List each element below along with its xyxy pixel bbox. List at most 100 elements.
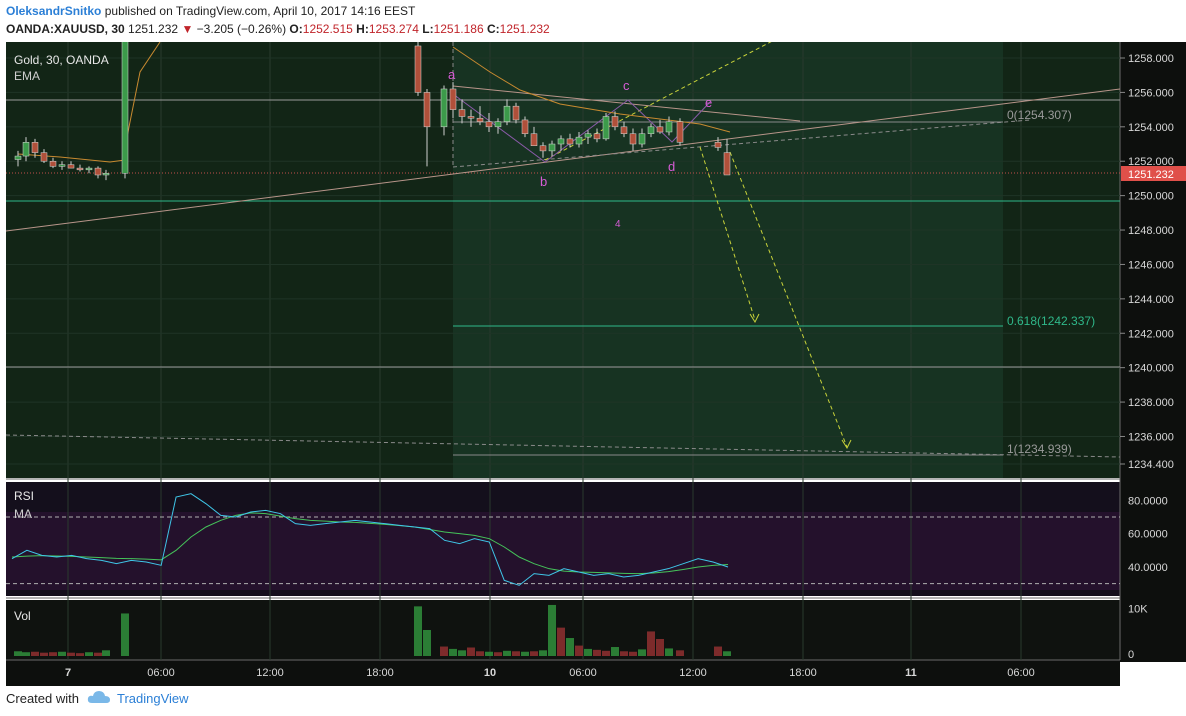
candle-body [503,105,511,122]
price-change: −3.205 (−0.26%) [196,22,287,36]
candle-body [76,167,84,171]
candle-body [121,42,129,174]
price-tick-label: 1236.000 [1128,431,1174,443]
candle-body [665,121,673,133]
label-a: a [448,67,456,82]
projection-arrow-1[interactable] [699,146,756,321]
rsi-ma-legend: MA [14,507,32,521]
volume-bar [620,651,628,656]
candle-body [676,121,684,143]
rsi-ma-line [11,512,729,575]
candle-body [611,116,619,128]
volume-bar [611,647,619,656]
publish-header: OleksandrSnitko published on TradingView… [6,4,415,18]
candle-body [656,126,664,133]
author-link[interactable]: OleksandrSnitko [6,4,102,18]
candle-body [40,152,48,162]
label-c: c [623,78,630,93]
candle-body [530,133,538,146]
ema-line [124,42,161,148]
trendline-falling[interactable] [452,85,801,122]
volume-bar [423,630,431,656]
candle-body [557,138,565,145]
rsi-tick-label: 40.0000 [1128,562,1168,574]
time-tick-label: 06:00 [1007,667,1035,679]
label-e: e [705,95,712,110]
price-axis[interactable] [1120,42,1186,662]
candle-body [423,92,431,128]
price-tick-label: 1252.000 [1128,156,1174,168]
tradingview-link[interactable]: TradingView [116,691,189,706]
ohlc-h: 1253.274 [368,22,419,36]
price-tick-label: 1238.000 [1128,397,1174,409]
volume-bar [440,646,448,656]
tradingview-cloud-icon[interactable] [87,690,111,707]
current-price-badge [1121,166,1186,181]
rsi-band [6,512,1120,590]
projection-upper[interactable] [544,42,780,161]
candle-body [414,45,422,93]
last-price: 1251.232 [128,22,179,36]
candle-body [512,105,520,121]
vol-tick-label: 0 [1128,649,1134,661]
chart-canvas[interactable]: 1258.000 1256.000 1254.000 1252.000 1250.000… [0,42,1186,686]
price-tick-label: 1242.000 [1128,328,1174,340]
volume-bar [414,606,422,656]
rsi-tick-label: 80.0000 [1128,495,1168,507]
symbol-name[interactable]: OANDA:XAUUSD, 30 [6,22,125,36]
candle-body [629,133,637,145]
volume-bar [85,652,93,656]
price-tick-label: 1248.000 [1128,225,1174,237]
dashed-base-line[interactable] [5,434,1121,458]
volume-bar [102,650,110,656]
price-tick-label: 1240.000 [1128,363,1174,375]
volume-bar [31,651,39,656]
volume-bar [121,613,129,656]
projection-arrow-2[interactable] [729,151,848,448]
ema-line [17,153,126,163]
candle-body [584,133,592,138]
volume-bar [67,652,75,656]
volume-bar [485,651,493,656]
candle-body [485,121,493,128]
time-tick-label: 7 [65,667,71,679]
ema-legend: EMA [14,69,40,83]
volume-bar [40,652,48,656]
fib-0-label: 0(1254.307) [1007,108,1072,122]
time-axis[interactable] [6,660,1120,686]
label-d: d [668,159,675,174]
candle-body [593,133,601,140]
candle-body [458,109,466,117]
ohlc-l: 1251.186 [433,22,484,36]
ohlc-o-label: O: [289,22,303,36]
fib-618-label: 0.618(1242.337) [1007,314,1095,328]
volume-bar [638,649,646,656]
volume-bar [530,651,538,656]
rsi-legend: RSI [14,489,34,503]
candle-body [49,160,57,167]
ohlc-l-label: L: [422,22,434,36]
volume-bar [14,651,22,656]
price-tick-label: 1246.000 [1128,259,1174,271]
vol-tick-label: 10K [1128,604,1148,616]
candle-body [94,167,102,176]
candle-body [449,88,457,110]
candle-body [14,155,22,160]
price-tick-label: 1256.000 [1128,87,1174,99]
abcde-pattern[interactable] [452,93,711,163]
vol-legend: Vol [14,609,31,623]
trendline-rising[interactable] [5,88,1121,232]
price-tick-label: 1250.000 [1128,191,1174,203]
candle-body [575,136,583,145]
volume-bar [584,648,592,656]
dashed-channel-line[interactable] [452,119,1031,168]
candle-body [67,164,75,169]
volume-bar [58,651,66,656]
price-tick-label: 1244.000 [1128,294,1174,306]
volume-bar [676,650,684,656]
ohlc-h-label: H: [356,22,369,36]
created-with-text: Created with [6,691,79,706]
rsi-line [11,493,729,586]
volume-bar [476,651,484,656]
candle-body [476,117,484,122]
